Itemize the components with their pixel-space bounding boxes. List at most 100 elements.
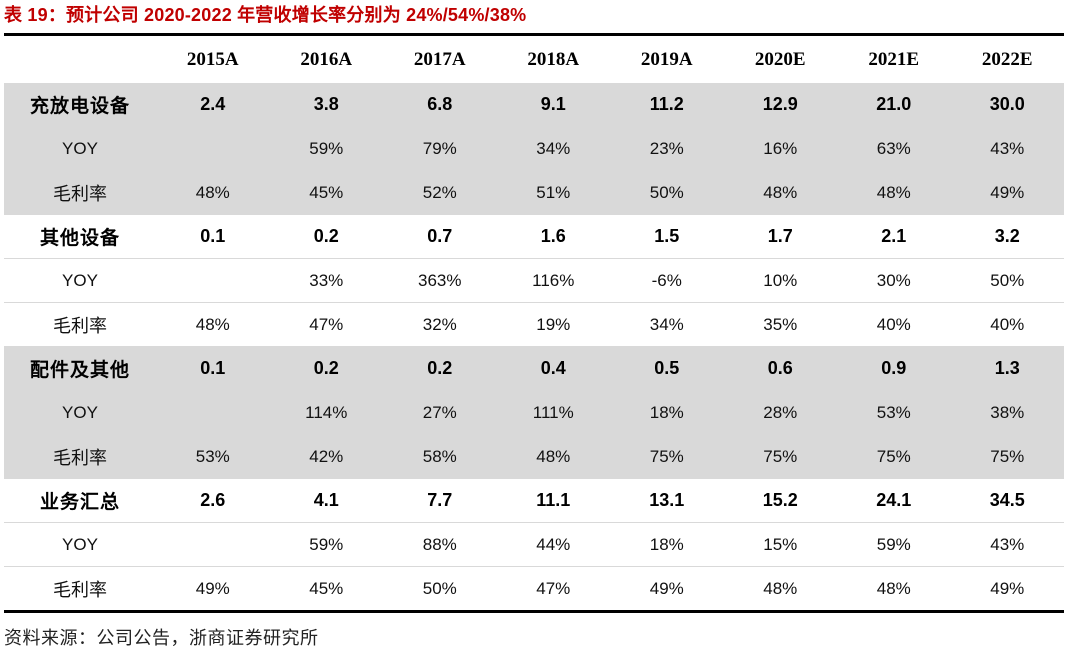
value-cell <box>156 258 270 303</box>
value-cell: 1.3 <box>950 346 1064 391</box>
row-label: 毛利率 <box>4 566 156 612</box>
value-cell: 27% <box>383 390 497 435</box>
value-cell: 88% <box>383 522 497 567</box>
value-cell: 114% <box>269 390 383 435</box>
value-cell: 0.2 <box>269 346 383 391</box>
value-cell: 32% <box>383 302 497 347</box>
value-cell: 1.6 <box>496 214 610 259</box>
value-cell <box>156 522 270 567</box>
value-cell: 50% <box>383 566 497 612</box>
value-cell: 3.2 <box>950 214 1064 259</box>
year-column-header: 2019A <box>610 34 724 83</box>
year-column-header: 2020E <box>723 34 837 83</box>
value-cell: 45% <box>269 170 383 215</box>
value-cell: 40% <box>837 302 951 347</box>
value-cell: 23% <box>610 126 724 171</box>
value-cell: 53% <box>156 434 270 479</box>
value-cell: 58% <box>383 434 497 479</box>
table-header: 2015A 2016A 2017A 2018A 2019A 2020E 2021E 2022E <box>4 34 1064 83</box>
value-cell: 44% <box>496 522 610 567</box>
value-cell: 0.1 <box>156 346 270 391</box>
row-label: 其他设备 <box>4 214 156 259</box>
value-cell: 79% <box>383 126 497 171</box>
label-column-header <box>4 34 156 83</box>
value-cell: 6.8 <box>383 83 497 127</box>
value-cell: 2.6 <box>156 478 270 523</box>
year-column-header: 2016A <box>269 34 383 83</box>
value-cell: 28% <box>723 390 837 435</box>
value-cell: 49% <box>950 170 1064 215</box>
value-cell: 24.1 <box>837 478 951 523</box>
table-row: 毛利率 48% 47% 32% 19% 34% 35% 40% 40% <box>4 302 1064 347</box>
value-cell: 30% <box>837 258 951 303</box>
value-cell: 2.4 <box>156 83 270 127</box>
value-cell: 42% <box>269 434 383 479</box>
value-cell: 40% <box>950 302 1064 347</box>
value-cell: 363% <box>383 258 497 303</box>
value-cell: 0.7 <box>383 214 497 259</box>
value-cell: 48% <box>837 170 951 215</box>
value-cell: 13.1 <box>610 478 724 523</box>
row-label: 毛利率 <box>4 170 156 215</box>
row-label: 配件及其他 <box>4 346 156 391</box>
value-cell: 11.1 <box>496 478 610 523</box>
value-cell: 0.1 <box>156 214 270 259</box>
value-cell: 75% <box>723 434 837 479</box>
value-cell: 49% <box>610 566 724 612</box>
value-cell: 47% <box>269 302 383 347</box>
value-cell: 9.1 <box>496 83 610 127</box>
value-cell: 34% <box>496 126 610 171</box>
value-cell: 52% <box>383 170 497 215</box>
year-column-header: 2017A <box>383 34 497 83</box>
value-cell: 35% <box>723 302 837 347</box>
value-cell: 59% <box>837 522 951 567</box>
value-cell: 75% <box>610 434 724 479</box>
year-column-header: 2021E <box>837 34 951 83</box>
value-cell: 19% <box>496 302 610 347</box>
value-cell: 1.5 <box>610 214 724 259</box>
value-cell: 0.9 <box>837 346 951 391</box>
table-row: 毛利率 48% 45% 52% 51% 50% 48% 48% 49% <box>4 170 1064 215</box>
value-cell: 59% <box>269 522 383 567</box>
forecast-table: 2015A 2016A 2017A 2018A 2019A 2020E 2021E 2022E… <box>4 33 1064 613</box>
value-cell: 49% <box>156 566 270 612</box>
value-cell: 59% <box>269 126 383 171</box>
table-row: 毛利率 53% 42% 58% 48% 75% 75% 75% 75% <box>4 434 1064 479</box>
value-cell: 49% <box>950 566 1064 612</box>
value-cell: 0.5 <box>610 346 724 391</box>
value-cell: 50% <box>610 170 724 215</box>
value-cell: 0.2 <box>383 346 497 391</box>
value-cell: 7.7 <box>383 478 497 523</box>
year-column-header: 2022E <box>950 34 1064 83</box>
table-title: 表 19：预计公司 2020-2022 年营收增长率分别为 24%/54%/38… <box>4 5 527 25</box>
year-column-header: 2015A <box>156 34 270 83</box>
value-cell: 15.2 <box>723 478 837 523</box>
table-row: YOY 114% 27% 111% 18% 28% 53% 38% <box>4 390 1064 435</box>
value-cell: 75% <box>950 434 1064 479</box>
source-note: 资料来源：公司公告，浙商证券研究所 <box>4 628 319 648</box>
value-cell: 45% <box>269 566 383 612</box>
value-cell: 3.8 <box>269 83 383 127</box>
value-cell: 30.0 <box>950 83 1064 127</box>
value-cell <box>156 126 270 171</box>
value-cell: -6% <box>610 258 724 303</box>
value-cell: 48% <box>837 566 951 612</box>
row-label: YOY <box>4 258 156 303</box>
value-cell: 53% <box>837 390 951 435</box>
value-cell: 48% <box>496 434 610 479</box>
value-cell: 51% <box>496 170 610 215</box>
value-cell: 34% <box>610 302 724 347</box>
value-cell: 10% <box>723 258 837 303</box>
row-label: YOY <box>4 522 156 567</box>
value-cell: 75% <box>837 434 951 479</box>
row-label: 毛利率 <box>4 302 156 347</box>
value-cell: 0.4 <box>496 346 610 391</box>
table-row: 其他设备 0.1 0.2 0.7 1.6 1.5 1.7 2.1 3.2 <box>4 214 1064 259</box>
value-cell: 50% <box>950 258 1064 303</box>
value-cell: 21.0 <box>837 83 951 127</box>
value-cell: 111% <box>496 390 610 435</box>
value-cell: 48% <box>723 566 837 612</box>
value-cell: 12.9 <box>723 83 837 127</box>
value-cell: 18% <box>610 390 724 435</box>
